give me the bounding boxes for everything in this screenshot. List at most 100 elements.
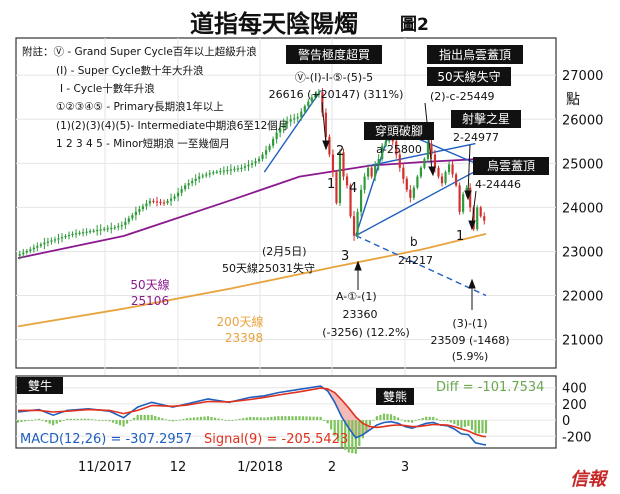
candle-body (416, 176, 419, 188)
candle-body (233, 168, 236, 171)
histogram-bar (351, 420, 354, 454)
candle-body (317, 92, 320, 95)
candle-body (437, 167, 440, 177)
candle-body (359, 189, 363, 212)
candle-body (264, 150, 268, 155)
candle-body (89, 231, 92, 233)
annotation-low-change: (-3256) (12.2%) (322, 326, 410, 339)
candle-body (159, 201, 162, 204)
histogram-bar (301, 416, 305, 421)
histogram-bar (27, 420, 30, 421)
histogram-bar (164, 419, 167, 421)
candle-body (198, 176, 201, 179)
candle-body (374, 165, 377, 177)
histogram-bar (411, 420, 414, 423)
histogram-bar (294, 416, 298, 421)
y-tick-label: 23000 (562, 245, 603, 260)
histogram-bar (389, 414, 393, 421)
candlesticks (18, 88, 486, 260)
annotation-ma-lost: 50天線25031失守 (222, 261, 315, 275)
candle-body (261, 154, 264, 159)
annotation-ma-lost-date: (2月5日) (262, 245, 307, 258)
candle-body (426, 143, 430, 159)
histogram-bar (20, 420, 23, 423)
histogram-bar (38, 418, 41, 421)
histogram-bar (446, 420, 449, 422)
candle-body (201, 175, 204, 177)
trend-line (369, 142, 476, 167)
histogram-bar (308, 416, 312, 421)
candle-body (240, 167, 243, 169)
candle-body (138, 209, 141, 212)
histogram-bar (90, 419, 93, 421)
candle-body (282, 123, 285, 129)
price-y-unit: 點 (566, 92, 580, 108)
macd-value-label: MACD(12,26) = -307.2957 (20, 432, 192, 447)
histogram-bar (259, 417, 262, 421)
histogram-bar (453, 420, 456, 424)
candle-body (243, 166, 247, 168)
annotation-top-wave: Ⓥ-(I)-I-⑤-(5)-5 (295, 71, 373, 84)
histogram-bar (330, 420, 333, 430)
histogram-bar (154, 415, 157, 421)
annotation-head-value: a-25800 (376, 143, 422, 156)
histogram-bar (375, 416, 379, 421)
candle-body (395, 141, 398, 155)
histogram-bar (266, 417, 269, 421)
histogram-bar (280, 416, 284, 421)
candle-body (328, 136, 331, 155)
histogram-bar (477, 420, 481, 434)
histogram-bar (59, 420, 62, 423)
x-tick-label: 11/2017 (78, 460, 132, 475)
histogram-bar (97, 420, 101, 421)
histogram-bar (256, 417, 259, 421)
x-ticks: 11/2017 12 1/2018 2 3 (78, 460, 409, 475)
y-tick-label: 27000 (562, 69, 603, 84)
annotation-box (364, 122, 434, 140)
histogram-bar (217, 418, 220, 421)
candle-body (462, 194, 465, 212)
y-tick-label: 24000 (562, 201, 603, 216)
histogram-bar (463, 420, 466, 427)
legend-notes: 附註：Ⓥ - Grand Super Cycle百年以上超級升浪 (I) - S… (22, 45, 288, 150)
histogram-bar (252, 417, 255, 421)
y-tick-label: 26000 (562, 113, 603, 128)
wave-label: 1 (327, 177, 335, 192)
candle-body (419, 167, 422, 177)
histogram-bar (87, 418, 90, 421)
candle-body (254, 161, 257, 164)
candle-body (257, 158, 261, 162)
histogram-bar (133, 417, 136, 421)
histogram-bar (101, 420, 104, 421)
candle-body (338, 152, 342, 203)
candle-body (39, 244, 42, 246)
histogram-bar (425, 416, 428, 421)
candle-body (43, 242, 46, 245)
candle-body (85, 231, 88, 233)
x-tick-label: 2 (328, 460, 336, 475)
histogram-bar (316, 416, 319, 421)
histogram-bar (414, 420, 417, 421)
histogram-bar (372, 420, 375, 421)
candle-body (289, 119, 292, 122)
histogram-bar (228, 420, 231, 421)
annotation-box (286, 45, 382, 64)
candle-body (236, 168, 240, 170)
candle-body (440, 176, 444, 184)
candle-body (324, 112, 327, 137)
histogram-bar (298, 416, 301, 421)
histogram-bar (344, 420, 347, 450)
histogram-bar (270, 416, 273, 421)
macd-y-tick-label: 400 (562, 382, 587, 397)
candle-body (307, 101, 310, 107)
macd-series-line (18, 387, 487, 438)
histogram-bar (333, 420, 336, 436)
candle-body (331, 154, 335, 173)
wave-label: 2 (336, 144, 344, 159)
histogram-bar (305, 416, 308, 421)
trend-line (263, 90, 322, 173)
ma-line (17, 233, 487, 328)
wave-label: 4 (349, 181, 357, 196)
histogram-bar (125, 420, 129, 424)
